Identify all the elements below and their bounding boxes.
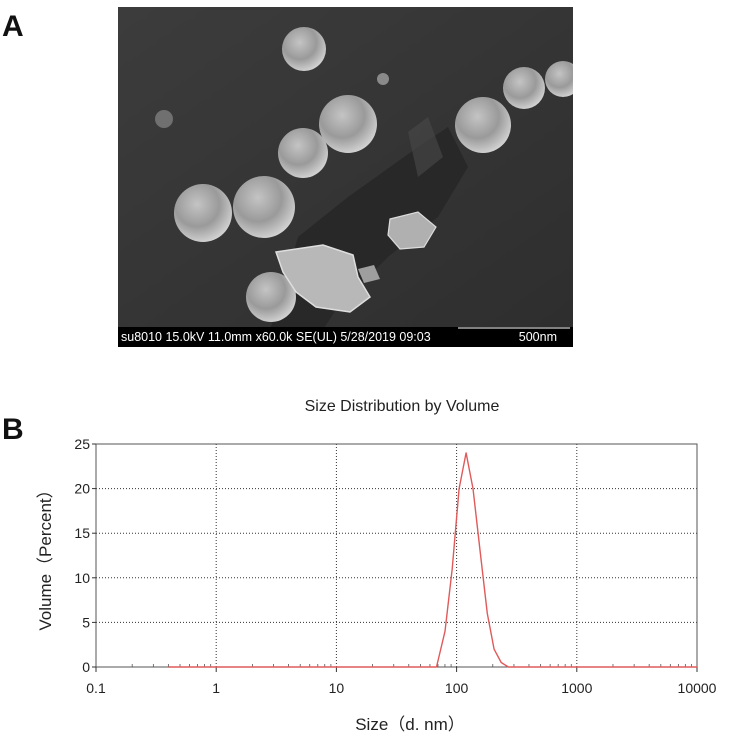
y-tick-label: 5 <box>82 614 90 630</box>
panel-label-a: A <box>2 10 24 43</box>
sem-image <box>118 7 573 337</box>
y-axis-ticks: 0 5 10 15 20 25 <box>74 436 96 675</box>
x-tick-label: 100 <box>445 680 469 696</box>
y-tick-label: 15 <box>74 525 90 541</box>
scale-bar-label: 500nm <box>518 330 557 344</box>
sem-micrograph: su8010 15.0kV 11.0mm x60.0k SE(UL) 5/28/… <box>118 7 573 347</box>
x-tick-label: 1 <box>212 680 220 696</box>
x-tick-label: 10 <box>329 680 345 696</box>
y-tick-label: 20 <box>74 481 90 497</box>
y-tick-label: 25 <box>74 436 90 452</box>
x-axis-label: Size（d. nm） <box>355 715 465 734</box>
chart-title: Size Distribution by Volume <box>305 398 500 415</box>
series-line <box>168 452 697 668</box>
sem-info-text: su8010 15.0kV 11.0mm x60.0k SE(UL) 5/28/… <box>121 330 431 344</box>
panel-label-b: B <box>2 413 24 446</box>
dls-chart: Size Distribution by Volume 0 5 10 15 20 25 0… <box>36 398 717 734</box>
x-tick-label: 0.1 <box>86 680 106 696</box>
aggregate-fragments <box>274 211 437 313</box>
x-tick-label: 10000 <box>678 680 717 696</box>
chart-gridlines <box>96 444 697 667</box>
particle-spheres <box>155 27 573 322</box>
plot-frame <box>95 443 698 668</box>
x-axis-ticks: 0.1 1 10 100 1000 10000 <box>86 667 717 696</box>
series-layer <box>168 452 697 668</box>
sem-info-bar: su8010 15.0kV 11.0mm x60.0k SE(UL) 5/28/… <box>118 327 573 347</box>
y-axis-label: Volume（Percent） <box>36 481 55 630</box>
y-tick-label: 0 <box>82 659 90 675</box>
scale-bar-ticks <box>458 327 570 329</box>
x-tick-label: 1000 <box>561 680 592 696</box>
y-tick-label: 10 <box>74 570 90 586</box>
